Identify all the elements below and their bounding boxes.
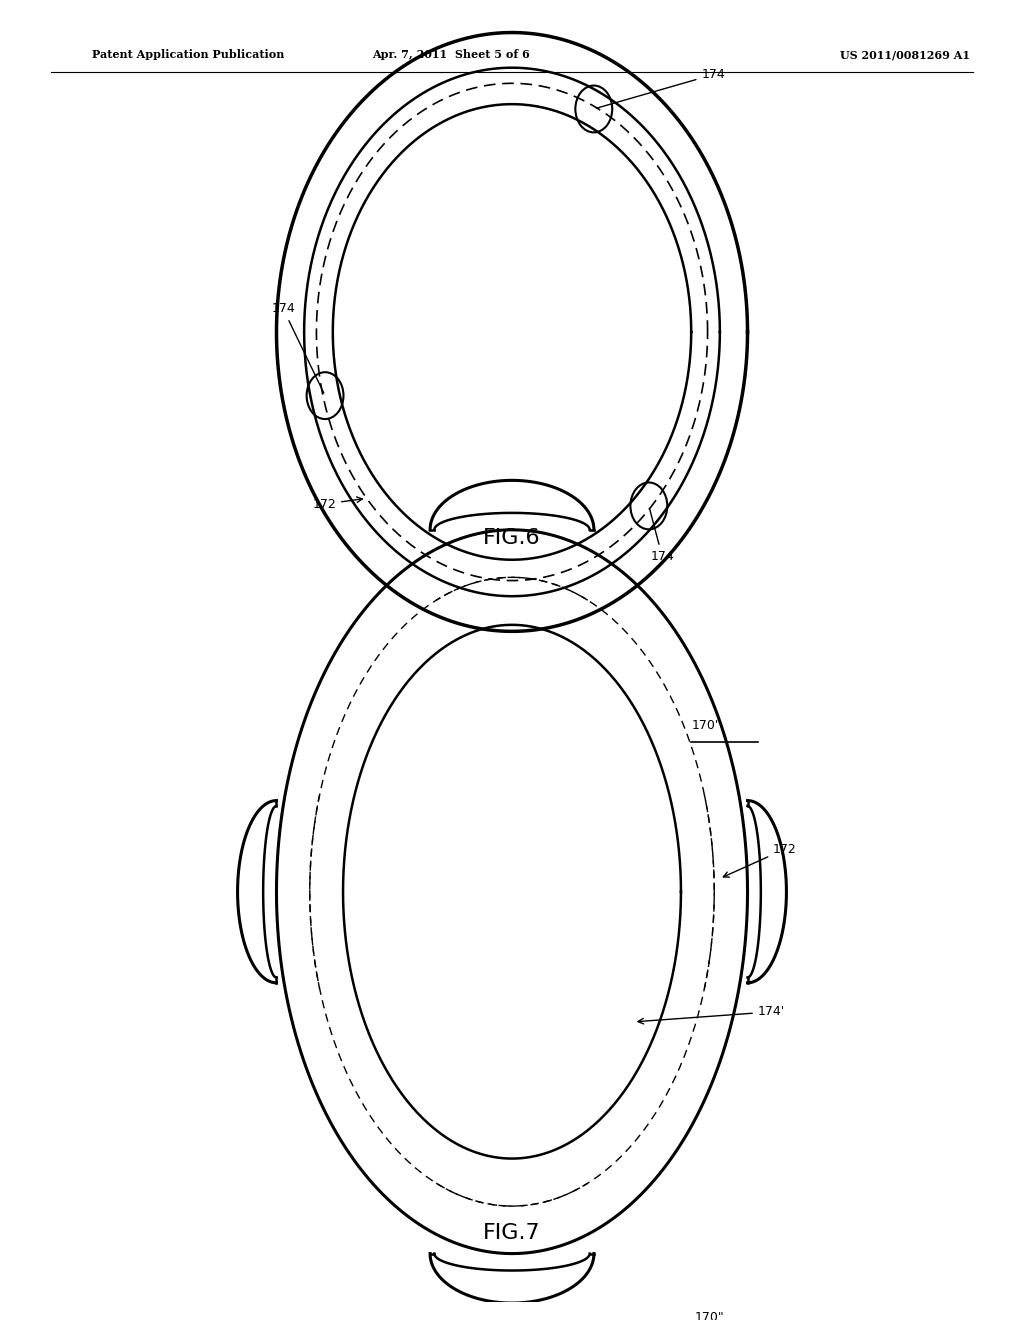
Text: 174': 174' <box>638 1006 785 1024</box>
Text: 174: 174 <box>649 508 674 562</box>
Text: US 2011/0081269 A1: US 2011/0081269 A1 <box>840 49 970 61</box>
Text: 170": 170" <box>694 1311 724 1320</box>
Text: Patent Application Publication: Patent Application Publication <box>92 49 285 61</box>
Text: 172: 172 <box>723 842 797 878</box>
Text: 170': 170' <box>691 719 719 733</box>
Text: FIG.6: FIG.6 <box>483 528 541 548</box>
Text: 174: 174 <box>271 302 324 393</box>
Text: Apr. 7, 2011  Sheet 5 of 6: Apr. 7, 2011 Sheet 5 of 6 <box>372 49 529 61</box>
Text: FIG.7: FIG.7 <box>483 1222 541 1242</box>
Text: 174: 174 <box>596 69 725 108</box>
Text: 172: 172 <box>312 496 362 511</box>
